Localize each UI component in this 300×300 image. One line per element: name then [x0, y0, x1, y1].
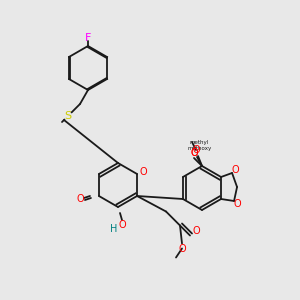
Text: methyl: methyl — [189, 140, 208, 145]
Text: S: S — [64, 111, 72, 121]
Text: O: O — [139, 167, 147, 177]
Text: O: O — [192, 226, 200, 236]
Text: H: H — [110, 224, 118, 234]
Text: methoxy: methoxy — [188, 146, 212, 151]
Text: O: O — [233, 199, 241, 209]
Text: O: O — [178, 244, 186, 254]
Text: O: O — [118, 220, 126, 230]
Text: O: O — [192, 145, 200, 155]
Text: O: O — [231, 165, 239, 175]
Text: O: O — [190, 148, 198, 158]
Text: F: F — [85, 33, 91, 43]
Text: O: O — [190, 148, 198, 158]
Text: O: O — [76, 194, 84, 204]
